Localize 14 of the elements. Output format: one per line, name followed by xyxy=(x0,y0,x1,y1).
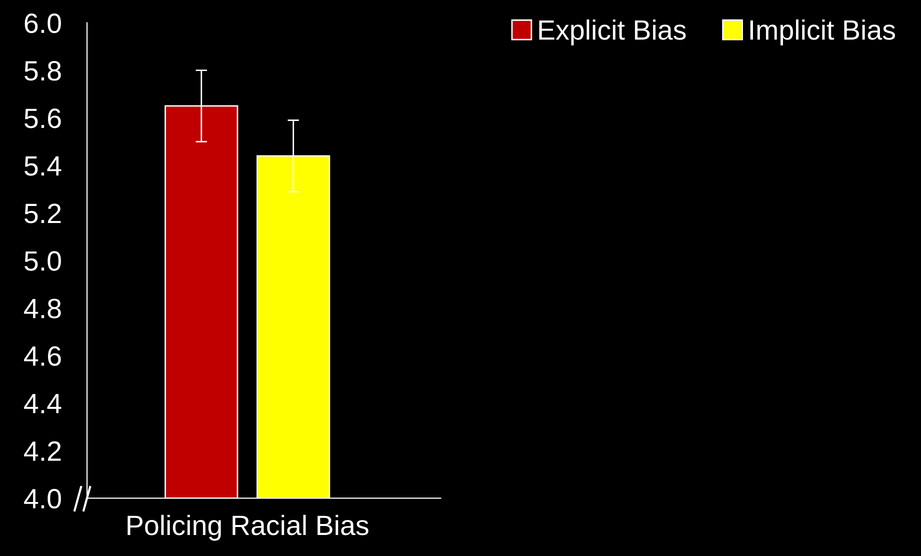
y-tick-label: 5.0 xyxy=(24,251,61,271)
y-tick-label: 4.4 xyxy=(24,394,62,414)
y-tick-label: 6.0 xyxy=(24,13,61,34)
y-tick-label: 5.4 xyxy=(24,156,62,176)
y-tick-label: 4.0 xyxy=(24,488,61,509)
legend-label: Implicit Bias xyxy=(750,19,895,46)
y-tick-label: 4.8 xyxy=(24,298,61,318)
y-tick-label: 4.6 xyxy=(24,346,61,366)
x-tick-label: Policing Racial Bias xyxy=(128,514,368,541)
legend-label: Explicit Bias xyxy=(539,19,686,46)
y-tick-label: 5.2 xyxy=(24,204,61,224)
y-tick-label: 5.6 xyxy=(24,108,61,128)
y-tick-label: 5.8 xyxy=(24,61,61,81)
y-tick-label: 4.2 xyxy=(24,441,61,461)
